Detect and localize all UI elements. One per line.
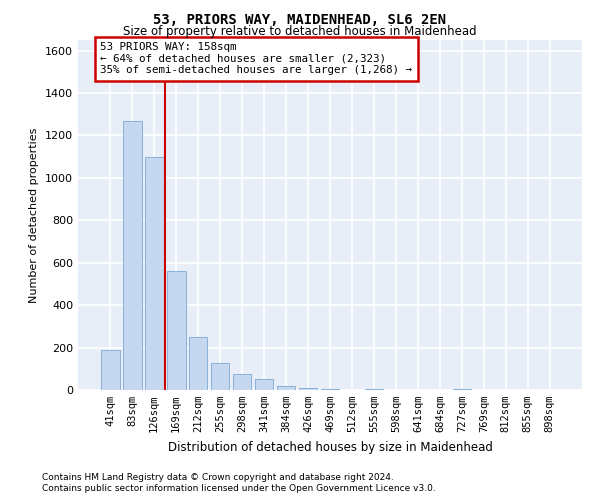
Bar <box>145 156 164 390</box>
Bar <box>123 120 142 390</box>
Text: Size of property relative to detached houses in Maidenhead: Size of property relative to detached ho… <box>123 25 477 38</box>
Bar <box>255 380 274 390</box>
Bar <box>211 364 229 390</box>
Bar <box>320 389 340 390</box>
Bar <box>189 337 208 390</box>
Text: Contains HM Land Registry data © Crown copyright and database right 2024.: Contains HM Land Registry data © Crown c… <box>42 473 394 482</box>
Bar <box>277 386 295 390</box>
Text: 53, PRIORS WAY, MAIDENHEAD, SL6 2EN: 53, PRIORS WAY, MAIDENHEAD, SL6 2EN <box>154 12 446 26</box>
Bar <box>452 389 471 390</box>
Bar <box>365 389 383 390</box>
X-axis label: Distribution of detached houses by size in Maidenhead: Distribution of detached houses by size … <box>167 440 493 454</box>
Text: 53 PRIORS WAY: 158sqm
← 64% of detached houses are smaller (2,323)
35% of semi-d: 53 PRIORS WAY: 158sqm ← 64% of detached … <box>100 42 412 76</box>
Y-axis label: Number of detached properties: Number of detached properties <box>29 128 40 302</box>
Bar <box>233 374 251 390</box>
Bar <box>299 388 317 390</box>
Text: Contains public sector information licensed under the Open Government Licence v3: Contains public sector information licen… <box>42 484 436 493</box>
Bar <box>101 350 119 390</box>
Bar <box>167 271 185 390</box>
